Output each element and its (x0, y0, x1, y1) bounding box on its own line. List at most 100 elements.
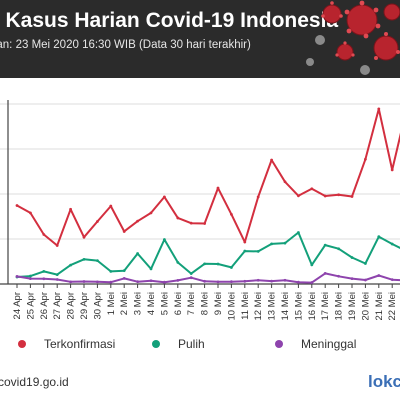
legend-terkonfirmasi[interactable]: Terkonfirmasi (18, 333, 115, 355)
legend-label-meninggal: Meninggal (301, 337, 357, 351)
data-point-meninggal (390, 278, 394, 282)
data-point-terkonfirmasi (243, 240, 247, 244)
x-tick-label: 17 Mei (320, 292, 331, 321)
x-tick-label: 10 Mei (226, 292, 237, 321)
x-tick-label: 26 Apr (39, 292, 50, 319)
data-point-meninggal (297, 280, 300, 284)
series-lines (15, 107, 400, 284)
data-point-pulih (216, 262, 220, 266)
page-title: k Kasus Harian Covid-19 Indonesia (0, 9, 339, 32)
x-tick-label: 16 Mei (307, 292, 318, 321)
virus-illustration-icon (306, 0, 400, 75)
data-point-meninggal (136, 280, 140, 284)
update-timestamp: han: 23 Mei 2020 16:30 WIB (Data 30 hari… (0, 39, 251, 51)
data-point-terkonfirmasi (390, 168, 394, 172)
data-point-pulih (189, 272, 193, 275)
daily-cases-chart: 24 Apr 25 Apr 26 Apr 27 Apr 28 Apr 29 Apr 30 A… (0, 100, 400, 321)
data-point-meninggal (82, 280, 86, 283)
data-point-meninggal (149, 279, 153, 283)
x-tick-label: 6 Mei (173, 292, 184, 315)
data-point-pulih (390, 242, 394, 246)
data-point-meninggal (230, 280, 233, 284)
data-point-meninggal (310, 281, 314, 284)
data-point-pulih (256, 250, 260, 253)
series-line-meninggal (16, 272, 400, 284)
data-point-pulih (163, 238, 166, 241)
data-point-terkonfirmasi (42, 233, 46, 236)
x-axis (16, 284, 393, 288)
data-point-terkonfirmasi (270, 158, 273, 162)
data-point-terkonfirmasi (82, 235, 86, 239)
x-tick-label: 11 Mei (240, 292, 251, 320)
data-point-pulih (55, 273, 59, 277)
data-point-terkonfirmasi (323, 194, 327, 198)
data-point-pulih (69, 263, 72, 267)
data-point-pulih (310, 263, 314, 267)
data-point-pulih (29, 274, 32, 278)
data-point-terkonfirmasi (310, 187, 314, 191)
x-tick-label: 20 Mei (360, 292, 371, 321)
x-tick-label: 14 Mei (280, 292, 291, 321)
data-point-meninggal (189, 276, 193, 280)
data-point-meninggal (256, 278, 260, 282)
data-point-terkonfirmasi (163, 195, 166, 199)
data-point-pulih (149, 267, 153, 271)
x-tick-label: 4 Mei (146, 292, 157, 315)
brand-logo: lokc (368, 372, 400, 391)
data-point-pulih (203, 262, 207, 266)
data-point-pulih (377, 235, 381, 239)
data-point-pulih (42, 270, 46, 273)
legend-label-pulih: Pulih (178, 337, 205, 351)
legend-label-terkonfirmasi: Terkonfirmasi (44, 337, 116, 351)
data-point-terkonfirmasi (136, 219, 140, 223)
x-tick-label: 28 Apr (66, 292, 77, 319)
legend-pulih[interactable]: Pulih (152, 333, 205, 355)
data-point-meninggal (176, 279, 180, 282)
data-point-terkonfirmasi (55, 244, 59, 247)
data-point-meninggal (283, 278, 287, 282)
data-point-meninggal (109, 280, 113, 284)
x-tick-label: 2 Mei (119, 292, 130, 315)
data-point-terkonfirmasi (69, 207, 72, 211)
data-point-terkonfirmasi (283, 180, 287, 184)
data-point-terkonfirmasi (149, 211, 153, 215)
x-tick-label: 27 Apr (52, 292, 63, 319)
x-tick-label: 21 Mei (374, 292, 385, 321)
data-point-terkonfirmasi (297, 194, 300, 198)
data-point-terkonfirmasi (377, 107, 381, 111)
data-point-pulih (82, 257, 86, 261)
data-point-pulih (337, 247, 340, 251)
series-line-terkonfirmasi (16, 107, 400, 247)
data-point-pulih (323, 243, 327, 247)
data-point-meninggal (243, 279, 247, 283)
data-point-terkonfirmasi (29, 211, 32, 215)
data-point-pulih (297, 231, 300, 234)
x-tick-label: 29 Apr (79, 292, 90, 319)
data-point-meninggal (350, 277, 354, 280)
data-point-pulih (283, 241, 287, 245)
data-point-pulih (364, 262, 367, 265)
data-point-terkonfirmasi (15, 204, 19, 207)
data-point-meninggal (15, 275, 19, 278)
source-link[interactable]: covid19.go.id (0, 375, 69, 389)
data-point-terkonfirmasi (96, 220, 99, 223)
data-point-meninggal (270, 279, 273, 283)
data-point-meninggal (122, 277, 126, 280)
data-point-terkonfirmasi (230, 212, 233, 216)
data-point-meninggal (377, 274, 381, 277)
data-point-terkonfirmasi (256, 195, 260, 199)
x-tick-label: 9 Mei (213, 292, 224, 315)
x-tick-label: 8 Mei (200, 292, 211, 315)
data-point-pulih (270, 242, 273, 246)
legend-meninggal[interactable]: Meninggal (275, 333, 356, 355)
x-tick-label: 18 Mei (334, 292, 345, 321)
data-point-meninggal (337, 274, 340, 278)
data-point-meninggal (96, 280, 99, 284)
data-point-terkonfirmasi (364, 157, 367, 161)
data-point-meninggal (203, 279, 207, 283)
data-point-pulih (230, 266, 233, 269)
data-point-pulih (136, 252, 140, 255)
data-point-pulih (350, 256, 354, 259)
legend-marker-meninggal (275, 340, 283, 348)
x-tick-label: 24 Apr (12, 292, 23, 319)
